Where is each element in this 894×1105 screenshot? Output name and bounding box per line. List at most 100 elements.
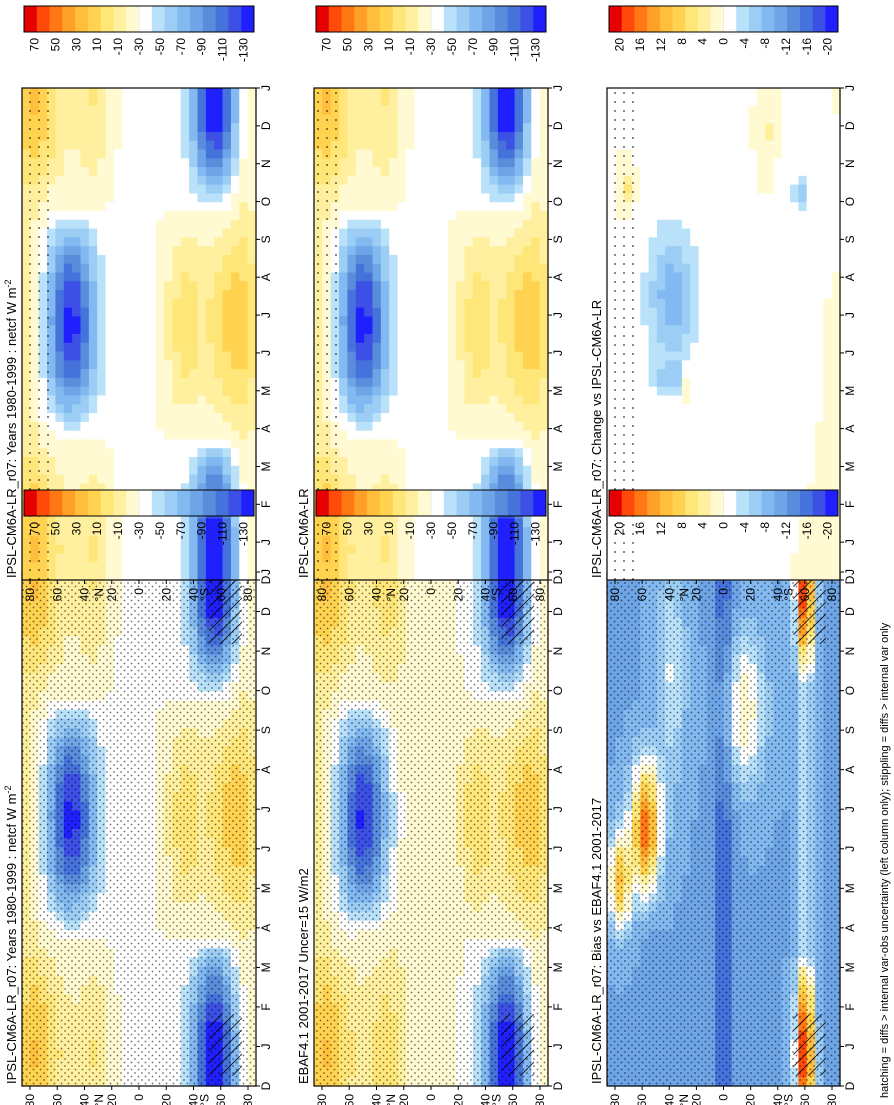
time-tick-label: J [259,1043,273,1049]
heatmap-cell [205,105,215,115]
heatmap-cell [239,527,249,537]
heatmap-cell [139,404,148,414]
heatmap-cell [189,149,199,159]
heatmap-cell [113,246,123,256]
heatmap-cell [214,562,224,572]
heatmap-cell [239,439,249,449]
heatmap-cell [189,254,199,265]
heatmap-cell [88,272,98,282]
heatmap-cell [205,571,215,581]
heatmap-cell [88,351,98,361]
heatmap-cell [47,158,57,168]
heatmap-cell [247,536,257,546]
heatmap-cell [55,281,65,291]
heatmap-cell [55,334,65,344]
heatmap-cell [88,377,98,388]
heatmap-cell [239,114,249,124]
heatmap-cell [197,211,207,221]
heatmap-cell [222,571,232,581]
heatmap-cell [80,96,90,107]
heatmap-cell [230,325,240,335]
heatmap-cell [205,430,215,441]
heatmap-cell [205,254,215,265]
heatmap-cell [55,483,65,493]
heatmap-cell [72,536,82,546]
heatmap-cell [239,386,249,397]
lat-tick-label: 40 [187,588,201,602]
heatmap-cell [214,281,224,291]
heatmap-cell [172,369,182,379]
heatmap-cell [214,131,224,142]
heatmap-cell [180,167,190,177]
heatmap-cell [180,369,190,379]
heatmap-cell [239,246,249,256]
heatmap-cell [55,369,65,379]
heatmap-cell [105,237,115,247]
heatmap-cell [113,254,123,265]
heatmap-cell [205,298,215,309]
heatmap-cell [139,211,148,221]
heatmap-cell [222,175,232,186]
heatmap-cell [214,123,224,133]
heatmap-cell [180,140,190,151]
heatmap-cell [189,202,199,212]
heatmap-cell [230,430,240,441]
heatmap-cell [214,439,224,449]
heatmap-cell [239,518,249,528]
heatmap-cell [222,96,232,107]
heatmap-cell [55,290,65,300]
heatmap-cell [130,211,140,221]
heatmap-cell [247,439,257,449]
heatmap-cell [105,140,115,151]
heatmap-cell [180,483,190,493]
heatmap-cell [172,184,182,195]
heatmap-cell [122,448,132,458]
heatmap-cell [247,290,257,300]
heatmap-cell [189,369,199,379]
heatmap-cell [205,465,215,476]
heatmap-cell [139,254,148,265]
heatmap-cell [72,413,82,423]
heatmap-cell [205,325,215,335]
heatmap-cell [63,219,73,230]
heatmap-cell [164,342,174,353]
heatmap-cell [230,175,240,186]
heatmap-cell [130,105,140,115]
heatmap-cell [97,184,107,195]
heatmap-cell [130,448,140,458]
heatmap-cell [172,88,182,98]
heatmap-cell [47,298,57,309]
heatmap-cell [155,246,165,256]
heatmap-cell [139,298,148,309]
heatmap-cell [164,131,174,142]
heatmap-cell [88,298,98,309]
heatmap-cell [222,457,232,467]
heatmap-cell [230,140,240,151]
heatmap-cell [72,316,82,326]
heatmap-cell [130,167,140,177]
lat-tick-label: 60 [214,1094,228,1105]
heatmap-cell [80,298,90,309]
heatmap-cell [172,219,182,230]
heatmap-cell [139,149,148,159]
heatmap-cell [130,114,140,124]
heatmap-cell [205,342,215,353]
heatmap-cell [172,307,182,318]
heatmap-cell [97,254,107,265]
heatmap-cell [180,395,190,405]
heatmap-cell [222,158,232,168]
heatmap-cell [247,562,257,572]
heatmap-cell [47,105,57,115]
heatmap-cell [239,413,249,423]
heatmap-cell [130,140,140,151]
heatmap-cell [214,307,224,318]
time-tick-label: S [259,235,273,243]
heatmap-cell [88,553,98,564]
heatmap-cell [230,562,240,572]
heatmap-cell [88,413,98,423]
heatmap-cell [172,114,182,124]
heatmap-cell [164,527,174,537]
heatmap-cell [172,457,182,467]
heatmap-cell [214,114,224,124]
heatmap-cell [197,219,207,230]
